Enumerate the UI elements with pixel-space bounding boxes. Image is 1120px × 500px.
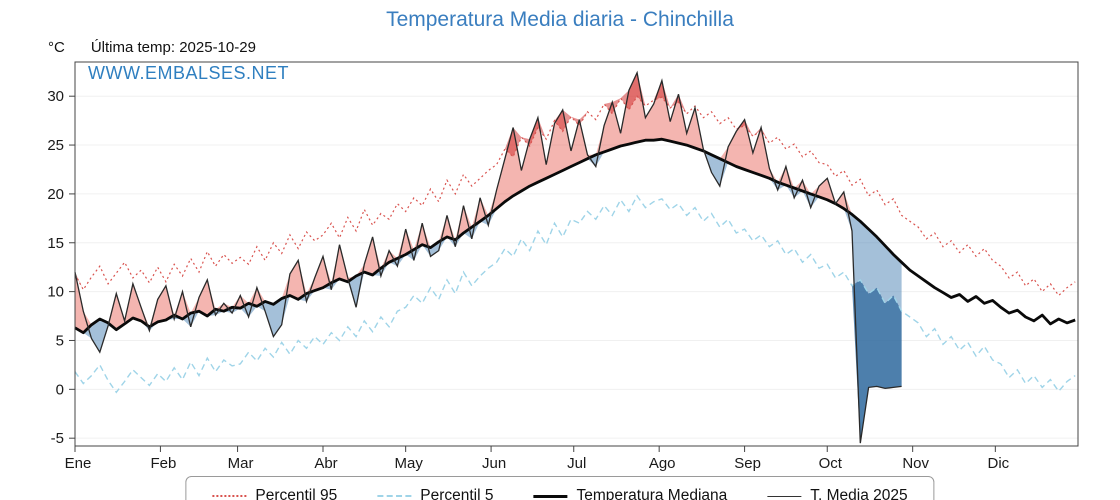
x-tick-label: Jul [567, 455, 586, 472]
y-tick-label: 30 [47, 88, 64, 105]
fill-below-p5 [75, 195, 902, 444]
x-tick-label: Feb [150, 455, 176, 472]
watermark-text: WWW.EMBALSES.NET [88, 63, 290, 83]
percentil-5-line [74, 194, 1076, 394]
y-tick-label: 0 [56, 381, 64, 398]
percentil-5-line-sample [377, 495, 412, 497]
y-tick-label: 15 [47, 235, 64, 252]
fill-above-median [75, 72, 902, 333]
legend-label: Percentil 95 [255, 487, 338, 500]
grid-lines [75, 95, 1078, 439]
deviation-fills [75, 72, 902, 444]
x-tick-label: Nov [902, 455, 929, 472]
last-temp-label: Última temp: 2025-10-29 [90, 39, 256, 56]
percentil-95-line-sample [212, 495, 247, 497]
x-tick-label: Mar [228, 455, 254, 472]
y-tick-label: 5 [56, 332, 64, 349]
x-tick-label: Ago [649, 455, 676, 472]
axis-labels: -5 0 5 10 15 20 25 30 Ene Feb Mar Abr May Jun Jul Ago Se… [47, 88, 1009, 472]
y-tick-label: 10 [47, 284, 64, 301]
chart-title: Temperatura Media diaria - Chinchilla [386, 8, 734, 31]
series-lines [74, 70, 1076, 444]
legend-item-percentil-5: Percentil 5 [377, 487, 493, 500]
legend-label: T. Media 2025 [810, 487, 908, 500]
legend-item-mediana: Temperatura Mediana [533, 487, 727, 500]
y-tick-label: 25 [47, 137, 64, 154]
x-tick-label: Dic [987, 455, 1009, 472]
temperatura-mediana-line [74, 137, 1076, 335]
percentil-95-line [74, 95, 1076, 297]
x-tick-label: Abr [314, 455, 337, 472]
y-tick-label: -5 [51, 430, 64, 447]
legend: Percentil 95 Percentil 5 Temperatura Med… [185, 476, 935, 500]
t-media-2025-line [74, 70, 902, 444]
axes [69, 61, 1079, 452]
x-tick-label: Ene [65, 455, 92, 472]
legend-item-percentil-95: Percentil 95 [212, 487, 337, 500]
legend-label: Percentil 5 [420, 487, 494, 500]
x-tick-label: May [394, 455, 423, 472]
t-media-2025-line-sample [767, 495, 802, 497]
y-axis-unit-label: °C [48, 39, 65, 56]
x-tick-label: Sep [734, 455, 761, 472]
legend-label: Temperatura Mediana [576, 487, 728, 500]
legend-item-t-media-2025: T. Media 2025 [767, 487, 908, 500]
subtitle-row: °C Última temp: 2025-10-29 [48, 39, 256, 56]
y-tick-label: 20 [47, 186, 64, 203]
mediana-line-sample [533, 494, 568, 498]
x-tick-label: Oct [819, 455, 843, 472]
x-tick-label: Jun [482, 455, 506, 472]
